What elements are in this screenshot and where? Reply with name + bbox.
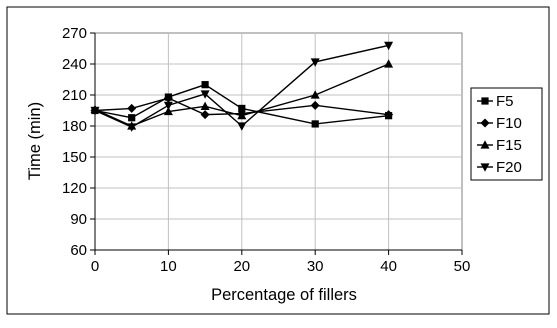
data-point-f5 [128, 114, 136, 122]
y-tick-label: 60 [70, 242, 87, 259]
x-tick-label: 20 [233, 258, 250, 275]
legend-item-f15: F15 [477, 137, 522, 154]
data-point-f10 [310, 100, 320, 110]
y-tick-label: 120 [62, 180, 87, 197]
data-point-f10 [200, 110, 210, 120]
series-layer [90, 41, 394, 132]
plot-area [94, 32, 463, 251]
legend-marker [480, 163, 490, 172]
legend-item-f20: F20 [477, 159, 522, 176]
y-tick-label: 180 [62, 118, 87, 135]
data-point-f15 [310, 90, 320, 99]
x-axis-ticks: 0 10 20 30 40 50 [91, 249, 471, 275]
legend-marker [480, 118, 490, 128]
y-tick-label: 240 [62, 56, 87, 73]
y-tick-label: 210 [62, 87, 87, 104]
data-point-f20 [163, 101, 173, 111]
x-tick-label: 10 [160, 258, 177, 275]
y-axis-title: Time (min) [26, 102, 44, 180]
data-point-f15 [237, 110, 247, 120]
data-point-f5 [201, 81, 209, 89]
data-point-f10 [384, 110, 394, 120]
data-point-f10 [163, 93, 173, 103]
x-tick-label: 0 [91, 258, 99, 275]
legend-item-f10: F10 [477, 115, 522, 132]
data-point-f20 [310, 58, 320, 67]
data-point-f20 [200, 90, 210, 99]
x-axis-title: Percentage of fillers [211, 286, 357, 304]
data-point-f15 [163, 106, 173, 116]
grid-lines [95, 33, 462, 250]
y-tick-label: 150 [62, 149, 87, 166]
data-point-f5 [238, 104, 246, 113]
series-f20 [90, 41, 394, 132]
data-point-f15 [200, 101, 210, 110]
legend-label: F15 [496, 137, 522, 154]
legend-label: F5 [496, 93, 514, 110]
y-tick-label: 270 [62, 25, 87, 42]
legend-label: F20 [496, 159, 522, 176]
data-point-f15 [384, 59, 394, 68]
legend-marker [481, 97, 489, 105]
data-point-f20 [90, 106, 100, 116]
legend-item-f5: F5 [477, 93, 514, 110]
x-tick-label: 30 [307, 258, 324, 275]
data-point-f20 [237, 122, 247, 131]
x-tick-label: 40 [380, 258, 397, 275]
legend-label: F10 [496, 115, 522, 132]
y-axis-ticks: 60 90 120 150 180 210 240 270 [62, 25, 96, 259]
legend-marker [480, 140, 490, 149]
data-point-f20 [127, 123, 137, 132]
y-tick-label: 90 [70, 211, 87, 228]
data-point-f5 [311, 120, 319, 128]
data-point-f10 [127, 103, 137, 113]
legend: F5 F10 F15 F20 [477, 93, 522, 176]
data-point-f20 [384, 41, 394, 51]
x-tick-label: 50 [454, 258, 471, 275]
